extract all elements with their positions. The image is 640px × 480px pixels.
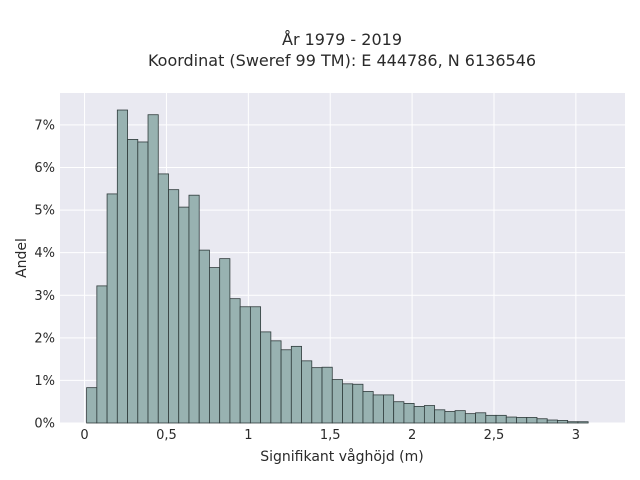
y-axis-ticks: 0% 1% 2% 3% 4% 5% 6% 7%	[34, 118, 55, 431]
y-tick-label: 2%	[34, 331, 55, 346]
y-tick-label: 6%	[34, 161, 55, 176]
histogram-bar	[209, 267, 221, 424]
histogram-bar	[464, 413, 476, 424]
histogram-bar	[557, 420, 569, 424]
histogram-bar	[137, 141, 149, 424]
x-tick-label: 0	[80, 428, 88, 443]
histogram-bar	[403, 403, 415, 424]
histogram-bar	[157, 173, 169, 424]
histogram-bar	[198, 249, 210, 424]
x-axis-ticks: 0 0,5 1 1,5 2 2,5 3	[80, 428, 580, 443]
histogram-bar	[280, 349, 292, 424]
histogram-bar	[331, 379, 343, 424]
y-tick-label: 4%	[34, 246, 55, 261]
histogram-bar	[290, 345, 302, 424]
x-axis-label: Signifikant våghöjd (m)	[260, 448, 423, 465]
chart-title-line1: År 1979 - 2019	[282, 30, 402, 49]
histogram-bar	[239, 306, 251, 424]
histogram-bar	[536, 418, 548, 424]
histogram-bar	[106, 193, 118, 424]
histogram-bar	[393, 401, 405, 424]
histogram-bar	[342, 383, 354, 424]
histogram-bar	[249, 306, 262, 424]
histogram-bar	[526, 417, 538, 424]
histogram-bar	[168, 189, 180, 424]
histogram-bar	[567, 421, 579, 424]
y-tick-label: 3%	[34, 289, 55, 304]
histogram-bar	[372, 394, 384, 424]
histogram-bar	[423, 405, 436, 424]
histogram-bar	[147, 114, 159, 424]
histogram-bar	[321, 366, 333, 424]
y-tick-label: 7%	[34, 118, 55, 133]
histogram-bar	[362, 391, 374, 424]
y-tick-label: 1%	[34, 374, 55, 389]
histogram-bar	[505, 416, 517, 424]
histogram-bar	[96, 285, 108, 424]
histogram-bar	[577, 421, 589, 424]
histogram-bar	[219, 258, 231, 424]
histogram-bar	[188, 194, 200, 424]
histogram-bar	[270, 340, 282, 424]
histogram-bar	[413, 405, 425, 424]
x-tick-label: 3	[572, 428, 580, 443]
y-axis-label: Andel	[14, 238, 30, 278]
histogram-bars	[86, 109, 589, 424]
x-tick-label: 1	[244, 428, 252, 443]
histogram-bar	[546, 419, 558, 424]
histogram-bar	[86, 387, 98, 424]
histogram-bar	[383, 394, 395, 424]
histogram-bar	[260, 331, 272, 424]
histogram-bar	[311, 367, 323, 424]
x-tick-label: 0,5	[156, 428, 177, 443]
y-tick-label: 5%	[34, 204, 55, 219]
histogram-bar	[454, 410, 466, 424]
histogram-bar	[178, 206, 190, 424]
x-tick-label: 1,5	[320, 428, 341, 443]
histogram-bar	[301, 360, 313, 424]
histogram-bar	[127, 139, 139, 424]
histogram-bar	[516, 417, 528, 424]
histogram-bar	[434, 409, 446, 424]
histogram-bar	[485, 414, 497, 424]
histogram-bar	[475, 412, 487, 424]
histogram-bar	[116, 109, 128, 424]
histogram-bar	[495, 414, 507, 424]
x-tick-label: 2,5	[484, 428, 505, 443]
x-tick-label: 2	[408, 428, 416, 443]
histogram-bar	[352, 383, 364, 424]
histogram-bar	[229, 298, 241, 424]
histogram-bar	[444, 411, 456, 424]
y-tick-label: 0%	[34, 417, 55, 432]
chart-title-line2: Koordinat (Sweref 99 TM): E 444786, N 61…	[148, 51, 536, 70]
